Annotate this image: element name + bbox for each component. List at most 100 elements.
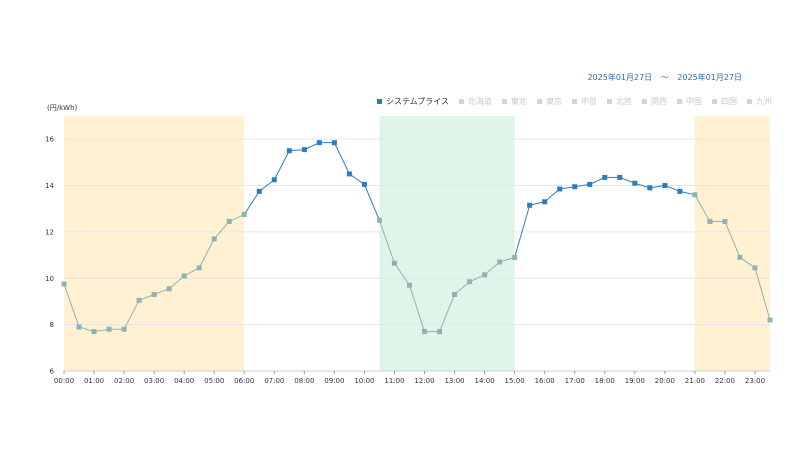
x-tick-label: 13:00 [444, 377, 464, 385]
data-point [181, 273, 187, 279]
legend-item-system-price[interactable]: システムプライス [376, 96, 449, 107]
series-line-segment [93, 328, 110, 333]
data-point [301, 147, 307, 153]
series-line-segment [183, 267, 200, 277]
data-point [497, 259, 503, 265]
series-line-segment [589, 176, 605, 185]
legend-item-hokuriku[interactable]: 北陸 [607, 96, 632, 107]
legend-label: 九州 [756, 97, 772, 106]
series-line-segment [454, 281, 470, 295]
date-range: 2025年01月27日 ～ 2025年01月27日 [587, 72, 742, 83]
data-point [617, 174, 623, 180]
legend-label: 関西 [651, 97, 667, 106]
series-line-segment [394, 262, 410, 286]
x-tick-label: 16:00 [535, 377, 555, 385]
data-point [241, 212, 247, 218]
series-line-segment [289, 149, 305, 152]
x-tick-label: 17:00 [565, 377, 585, 385]
legend-item-chubu[interactable]: 中部 [572, 96, 597, 107]
x-tick-label: 12:00 [414, 377, 434, 385]
series-line-segment [333, 142, 350, 175]
date-start: 2025年01月27日 [587, 73, 653, 82]
legend-marker [712, 99, 717, 104]
legend-item-tokyo[interactable]: 東京 [537, 96, 562, 107]
data-point [542, 199, 548, 205]
legend-label: 北陸 [616, 97, 632, 106]
x-tick-label: 07:00 [264, 377, 284, 385]
data-point [587, 181, 593, 187]
legend-label: 北海道 [468, 97, 492, 106]
y-tick-label: 12 [45, 228, 54, 236]
legend-item-tohoku[interactable]: 東北 [502, 96, 527, 107]
x-tick-label: 19:00 [625, 377, 645, 385]
legend-marker [642, 99, 647, 104]
series-line-segment [229, 214, 245, 222]
series-line-segment [529, 201, 545, 206]
data-point [452, 292, 458, 297]
data-point [256, 188, 262, 194]
data-point [632, 180, 638, 186]
series-line-segment [409, 285, 425, 332]
series-line-segment [469, 274, 485, 283]
series-line-segment [439, 294, 456, 332]
series-line-segment [378, 220, 395, 264]
data-point [376, 217, 382, 223]
legend-marker [607, 99, 612, 104]
legend-item-kyushu[interactable]: 九州 [747, 96, 772, 107]
x-tick-label: 20:00 [655, 377, 675, 385]
legend-item-shikoku[interactable]: 四国 [712, 96, 737, 107]
data-point [151, 292, 157, 297]
data-point [226, 218, 232, 224]
data-point [61, 281, 67, 287]
y-tick-label: 8 [50, 321, 54, 329]
data-point [106, 326, 112, 332]
data-point [211, 236, 217, 242]
legend-item-chugoku[interactable]: 中国 [677, 96, 702, 107]
data-point [662, 183, 668, 189]
series-line-segment [664, 185, 681, 192]
series-line-segment [258, 179, 275, 192]
legend-item-kansai[interactable]: 関西 [642, 96, 667, 107]
legend-label: 中部 [581, 97, 597, 106]
date-end: 2025年01月27日 [677, 73, 742, 82]
y-axis-unit: (円/kWh) [47, 104, 78, 112]
y-tick-label: 14 [45, 182, 54, 190]
data-point [286, 148, 292, 154]
x-tick-label: 18:00 [595, 377, 615, 385]
data-point [422, 329, 428, 335]
data-point [76, 324, 82, 330]
series-line-segment [243, 191, 260, 215]
data-point [406, 282, 412, 288]
series-line-segment [574, 183, 590, 188]
series-line-segment [619, 176, 635, 184]
date-separator: ～ [660, 73, 669, 82]
series-line-segment [63, 283, 80, 328]
series-line-segment [78, 326, 95, 333]
legend-label: システムプライス [385, 97, 449, 106]
x-tick-label: 23:00 [745, 377, 765, 385]
x-tick-label: 22:00 [715, 377, 735, 385]
legend-label: 東北 [511, 97, 527, 106]
series-line-segment [168, 275, 185, 290]
series-line-segment [739, 256, 756, 269]
data-point [437, 329, 443, 335]
series-line-segment [213, 221, 230, 240]
series-line-segment [679, 190, 696, 196]
y-tick-label: 6 [50, 368, 55, 376]
x-tick-label: 01:00 [84, 377, 104, 385]
data-point [707, 218, 713, 224]
time-band-0 [64, 116, 245, 371]
x-tick-label: 03:00 [144, 377, 164, 385]
data-point [647, 185, 653, 191]
time-band-2 [694, 116, 770, 371]
data-point [361, 181, 367, 187]
y-tick-label: 16 [45, 136, 54, 144]
data-point [121, 326, 127, 332]
series-line-segment [754, 267, 771, 321]
chart-legend: システムプライス 北海道 東北 東京 中部 北陸 関西 中国 四国 九州 [376, 96, 772, 107]
data-point [572, 184, 578, 190]
x-tick-label: 05:00 [204, 377, 224, 385]
legend-label: 東京 [546, 97, 562, 106]
legend-item-hokkaido[interactable]: 北海道 [459, 96, 492, 107]
series-line-segment [363, 184, 380, 221]
